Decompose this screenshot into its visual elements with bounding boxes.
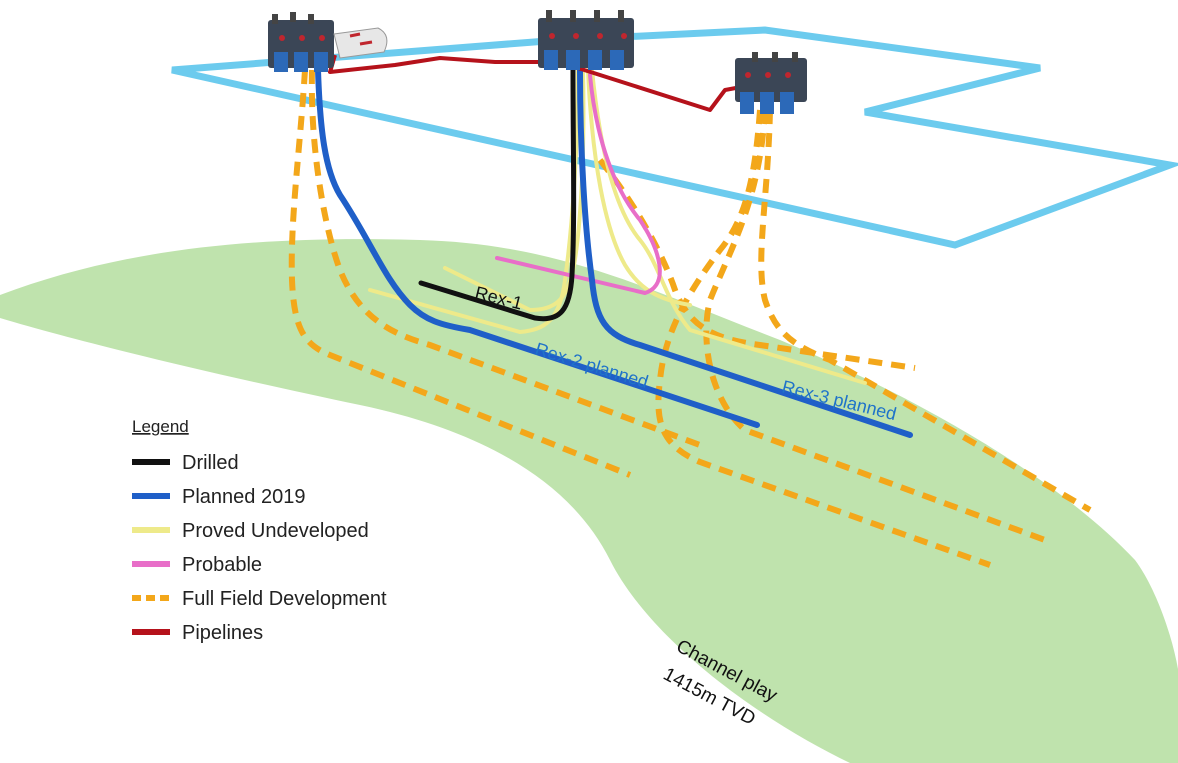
- rex-1-well: [418, 67, 577, 322]
- legend-label: Planned 2019: [182, 486, 305, 508]
- legend-item: Drilled: [132, 452, 239, 474]
- proved-well-c: [586, 68, 692, 307]
- probable-wells: [495, 73, 662, 296]
- legend-item: Pipelines: [132, 622, 263, 644]
- wellhead-base: [314, 52, 328, 72]
- drilled-wells: [418, 67, 577, 322]
- valve-wheel: [299, 35, 305, 41]
- wellhead-valve: [594, 10, 600, 22]
- wellhead-cluster-west: [268, 12, 388, 72]
- rex-2-well: [315, 67, 760, 428]
- full-field-wells: [288, 69, 1092, 568]
- ffd-well-c: [597, 158, 916, 371]
- wellhead-base: [566, 50, 580, 70]
- wellhead-valve: [618, 10, 624, 22]
- wellhead-base: [610, 50, 624, 70]
- legend-item: Full Field Development: [132, 588, 387, 610]
- valve-wheel: [279, 35, 285, 41]
- ffd-well-e: [703, 109, 1047, 543]
- wellhead-cluster-east: [735, 52, 807, 114]
- legend-label: Probable: [182, 554, 262, 576]
- valve-wheel: [573, 33, 579, 39]
- planned-wells: [315, 67, 913, 438]
- valve-wheel: [785, 72, 791, 78]
- wellhead-base: [294, 52, 308, 72]
- ffd-well-d: [655, 109, 992, 568]
- reservoir-channel: [0, 239, 1178, 763]
- wellhead-base: [780, 92, 794, 114]
- valve-wheel: [621, 33, 627, 39]
- legend-label: Pipelines: [182, 622, 263, 644]
- legend-items: Drilled Planned 2019 Proved Undeveloped Pro…: [132, 452, 387, 644]
- wellhead-valve: [752, 52, 758, 62]
- ffd-well-f: [758, 109, 1092, 513]
- ffd-well-a: [288, 69, 632, 478]
- wellhead-valve: [290, 12, 296, 22]
- wellhead-base: [760, 92, 774, 114]
- probable-well-a: [495, 73, 662, 296]
- wellhead-valve: [546, 10, 552, 22]
- wellhead-base: [588, 50, 602, 70]
- valve-wheel: [597, 33, 603, 39]
- wellhead-valve: [272, 14, 278, 24]
- legend-label: Full Field Development: [182, 588, 387, 610]
- wellhead-block: [735, 58, 807, 102]
- pipeline-center-east: [577, 66, 753, 112]
- valve-wheel: [319, 35, 325, 41]
- wellhead-base: [274, 52, 288, 72]
- legend-item: Planned 2019: [132, 486, 305, 508]
- legend-item: Proved Undeveloped: [132, 520, 369, 542]
- valve-wheel: [549, 33, 555, 39]
- wellhead-valve: [772, 52, 778, 62]
- rex-3-well: [577, 67, 913, 438]
- tank-marking: [349, 32, 373, 46]
- wellhead-valve: [308, 14, 314, 24]
- valve-wheel: [745, 72, 751, 78]
- wellhead-valve: [570, 10, 576, 22]
- valve-wheel: [765, 72, 771, 78]
- legend: Legend Drilled Planned 2019 Proved Undevel…: [132, 417, 387, 644]
- wellhead-base: [740, 92, 754, 114]
- legend-label: Proved Undeveloped: [182, 520, 369, 542]
- legend-title: Legend: [132, 417, 189, 436]
- legend-item: Probable: [132, 554, 262, 576]
- legend-label: Drilled: [182, 452, 239, 474]
- pipeline-west-center: [328, 54, 540, 74]
- wellhead-cluster-center: [538, 10, 634, 70]
- wellhead-valve: [792, 52, 798, 62]
- proved-well-a: [368, 68, 580, 335]
- wellhead-base: [544, 50, 558, 70]
